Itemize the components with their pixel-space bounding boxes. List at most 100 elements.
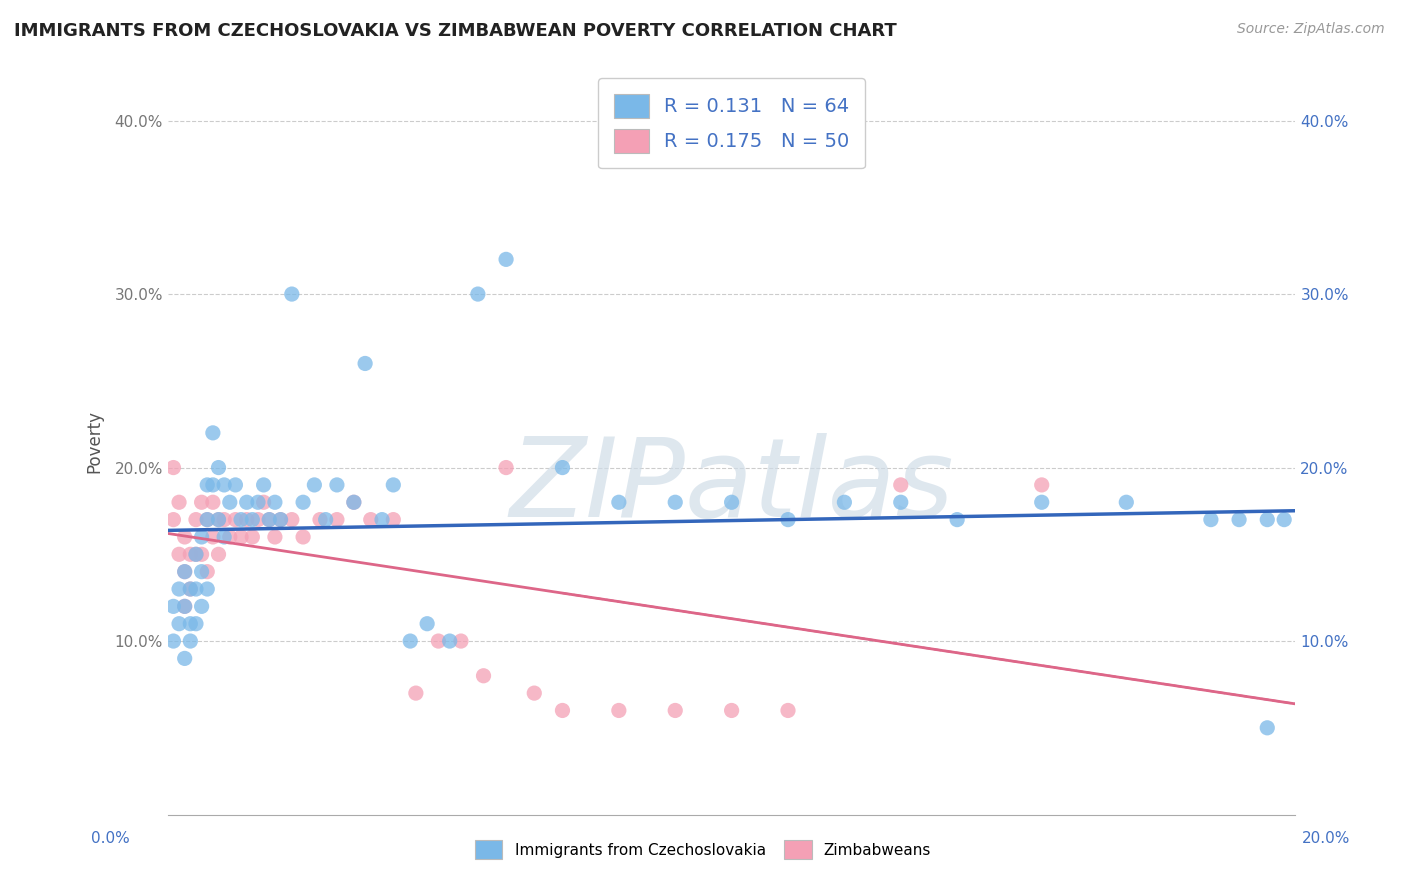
Point [173,599,195,614]
Point [190,547,212,561]
Point [551,460,574,475]
Point [281,513,304,527]
Point [190,565,212,579]
Point [229,530,252,544]
Point [343,495,366,509]
Point [416,616,439,631]
Point [179,582,201,596]
Point [195,513,218,527]
Point [246,495,269,509]
Point [190,530,212,544]
Point [1272,513,1295,527]
Y-axis label: Poverty: Poverty [86,410,103,473]
Point [399,634,422,648]
Point [212,513,235,527]
Point [890,478,912,492]
Point [450,634,472,648]
Point [179,616,201,631]
Point [184,582,207,596]
Point [190,599,212,614]
Point [309,513,332,527]
Point [382,478,405,492]
Point [259,513,281,527]
Point [523,686,546,700]
Point [264,495,287,509]
Point [207,460,229,475]
Point [184,513,207,527]
Point [259,513,281,527]
Point [354,356,377,370]
Point [343,495,366,509]
Point [179,547,201,561]
Point [1115,495,1137,509]
Point [229,513,252,527]
Point [201,425,224,440]
Legend: Immigrants from Czechoslovakia, Zimbabweans: Immigrants from Czechoslovakia, Zimbabwe… [467,832,939,866]
Point [720,495,742,509]
Point [235,513,257,527]
Point [246,513,269,527]
Point [439,634,461,648]
Point [253,478,276,492]
Point [382,513,405,527]
Point [360,513,382,527]
Point [167,547,190,561]
Point [224,513,246,527]
Point [427,634,450,648]
Text: 20.0%: 20.0% [1302,831,1350,846]
Point [224,478,246,492]
Point [664,703,686,717]
Point [184,616,207,631]
Point [195,478,218,492]
Point [201,495,224,509]
Point [167,616,190,631]
Legend: R = 0.131   N = 64, R = 0.175   N = 50: R = 0.131 N = 64, R = 0.175 N = 50 [598,78,865,169]
Point [326,478,349,492]
Point [179,582,201,596]
Point [467,287,489,301]
Point [270,513,292,527]
Point [946,513,969,527]
Point [179,634,201,648]
Point [201,478,224,492]
Point [173,565,195,579]
Point [834,495,856,509]
Point [240,530,263,544]
Point [162,513,184,527]
Point [1199,513,1222,527]
Point [195,565,218,579]
Text: Source: ZipAtlas.com: Source: ZipAtlas.com [1237,22,1385,37]
Point [162,460,184,475]
Point [173,530,195,544]
Point [212,478,235,492]
Point [190,495,212,509]
Point [292,495,315,509]
Point [195,513,218,527]
Point [495,252,517,267]
Text: IMMIGRANTS FROM CZECHOSLOVAKIA VS ZIMBABWEAN POVERTY CORRELATION CHART: IMMIGRANTS FROM CZECHOSLOVAKIA VS ZIMBAB… [14,22,897,40]
Point [720,703,742,717]
Point [1031,495,1053,509]
Point [326,513,349,527]
Point [184,547,207,561]
Point [212,530,235,544]
Point [207,513,229,527]
Point [607,703,630,717]
Point [218,495,240,509]
Point [495,460,517,475]
Point [607,495,630,509]
Point [162,599,184,614]
Point [195,582,218,596]
Point [162,634,184,648]
Point [167,495,190,509]
Point [551,703,574,717]
Point [664,495,686,509]
Point [270,513,292,527]
Point [1256,513,1278,527]
Point [201,530,224,544]
Point [1227,513,1250,527]
Point [207,513,229,527]
Point [184,547,207,561]
Point [240,513,263,527]
Point [776,513,799,527]
